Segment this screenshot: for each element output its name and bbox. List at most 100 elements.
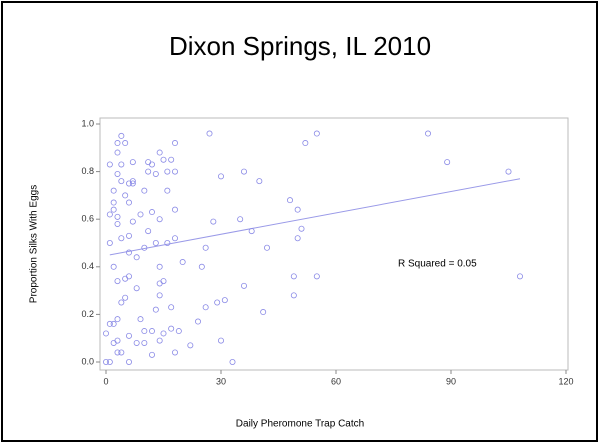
scatter-point — [114, 149, 121, 156]
scatter-point — [171, 206, 178, 213]
scatter-point — [133, 254, 140, 261]
scatter-point — [171, 168, 178, 175]
scatter-point — [114, 337, 121, 344]
scatter-point — [118, 178, 125, 185]
scatter-point — [298, 225, 305, 232]
scatter-point — [110, 206, 117, 213]
scatter-point — [114, 316, 121, 323]
scatter-point — [106, 211, 113, 218]
scatter-point — [302, 140, 309, 147]
scatter-point — [141, 187, 148, 194]
scatter-point — [313, 130, 320, 137]
scatter-point — [171, 235, 178, 242]
scatter-point — [214, 299, 221, 306]
scatter-point — [118, 132, 125, 139]
scatter-point — [175, 328, 182, 335]
scatter-point — [118, 161, 125, 168]
scatter-point — [202, 304, 209, 311]
scatter-point — [206, 130, 213, 137]
scatter-point — [137, 316, 144, 323]
scatter-point — [160, 278, 167, 285]
scatter-point — [156, 263, 163, 270]
scatter-point — [240, 168, 247, 175]
scatter-point — [137, 211, 144, 218]
scatter-point — [187, 342, 194, 349]
scatter-point — [152, 239, 159, 246]
scatter-point — [290, 292, 297, 299]
scatter-point — [286, 197, 293, 204]
scatter-point — [106, 358, 113, 365]
scatter-point — [114, 349, 121, 356]
scatter-point — [168, 325, 175, 332]
scatter-point — [148, 209, 155, 216]
scatter-point — [164, 168, 171, 175]
scatter-point — [118, 299, 125, 306]
scatter-point — [294, 206, 301, 213]
scatter-point — [141, 244, 148, 251]
scatter-point — [114, 278, 121, 285]
scatter-point — [133, 285, 140, 292]
scatter-point — [118, 349, 125, 356]
scatter-point — [129, 159, 136, 166]
scatter-point — [210, 218, 217, 225]
scatter-point — [168, 304, 175, 311]
scatter-point — [106, 320, 113, 327]
y-tick-label: 0.2 — [81, 309, 94, 319]
scatter-point — [148, 351, 155, 358]
scatter-point — [148, 161, 155, 168]
scatter-point — [179, 259, 186, 266]
scatter-point — [118, 235, 125, 242]
scatter-point — [171, 140, 178, 147]
scatter-point — [114, 213, 121, 220]
scatter-point — [160, 156, 167, 163]
scatter-point — [168, 156, 175, 163]
scatter-point — [110, 187, 117, 194]
scatter-point — [290, 273, 297, 280]
chart-title: Dixon Springs, IL 2010 — [169, 31, 431, 61]
scatter-point — [114, 220, 121, 227]
x-tick-label: 60 — [331, 376, 341, 386]
scatter-point — [260, 309, 267, 316]
scatter-point — [256, 178, 263, 185]
scatter-point — [152, 170, 159, 177]
scatter-point — [145, 228, 152, 235]
scatter-point — [263, 244, 270, 251]
y-tick-label: 0.4 — [81, 261, 94, 271]
scatter-point — [126, 249, 133, 256]
scatter-point — [294, 235, 301, 242]
scatter-point — [194, 318, 201, 325]
scatter-point — [126, 232, 133, 239]
scatter-point — [110, 263, 117, 270]
scatter-point — [424, 130, 431, 137]
scatter-point — [126, 199, 133, 206]
scatter-point — [156, 216, 163, 223]
scatter-point — [129, 178, 136, 185]
scatter-point — [444, 159, 451, 166]
scatter-point — [122, 294, 129, 301]
scatter-point — [313, 273, 320, 280]
scatter-point — [114, 170, 121, 177]
scatter-point — [217, 337, 224, 344]
x-tick-label: 30 — [216, 376, 226, 386]
scatter-point — [198, 263, 205, 270]
scatter-point — [240, 282, 247, 289]
y-tick-label: 0.0 — [81, 356, 94, 366]
x-tick-label: 120 — [558, 376, 573, 386]
scatter-point — [152, 306, 159, 313]
scatter-point — [122, 140, 129, 147]
scatter-point — [164, 239, 171, 246]
scatter-point — [148, 328, 155, 335]
scatter-point — [156, 337, 163, 344]
scatter-point — [248, 228, 255, 235]
scatter-point — [110, 199, 117, 206]
scatter-point — [106, 161, 113, 168]
y-axis-label: Proportion Silks With Eggs — [29, 185, 40, 303]
scatter-point — [164, 187, 171, 194]
x-tick-label: 90 — [446, 376, 456, 386]
y-tick-label: 0.6 — [81, 214, 94, 224]
scatter-point — [171, 349, 178, 356]
scatter-point — [114, 140, 121, 147]
